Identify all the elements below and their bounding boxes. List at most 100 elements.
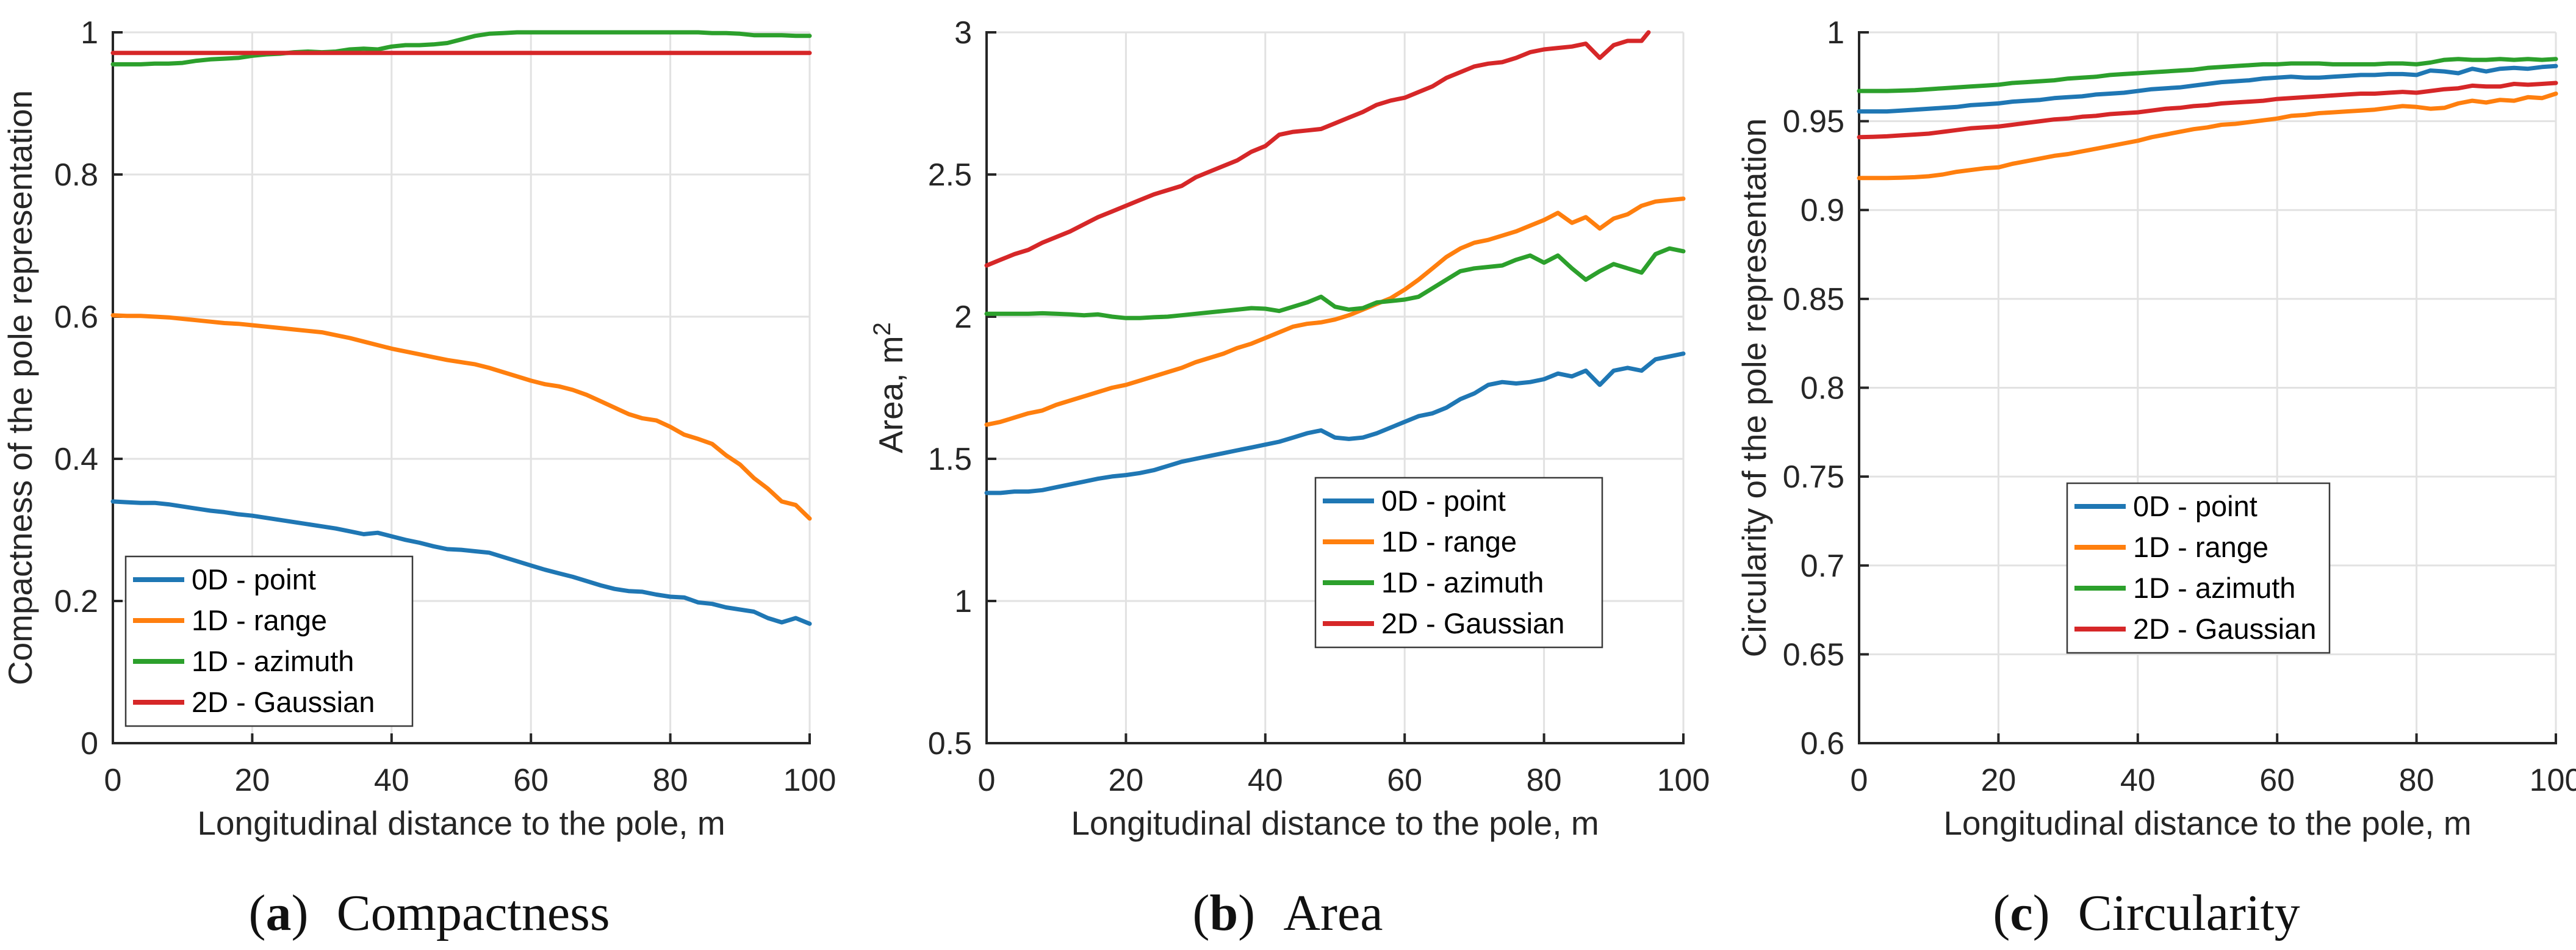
y-tick-label: 0.85 <box>1783 282 1844 317</box>
legend-label: 1D - range <box>192 604 327 636</box>
y-tick-label: 2 <box>954 300 972 335</box>
x-tick-label: 0 <box>1851 763 1868 798</box>
legend-label: 0D - point <box>192 563 316 596</box>
legend-label: 2D - Gaussian <box>192 686 375 718</box>
axes <box>112 31 811 744</box>
series-line-1d-range <box>110 313 812 521</box>
caption-letter: a <box>265 885 292 941</box>
x-axis-label: Longitudinal distance to the pole, m <box>1943 804 2471 842</box>
legend-item-1d-range: 1D - range <box>1323 525 1517 558</box>
y-axis-label: Area, m2 <box>869 322 910 453</box>
series-line-0d-point <box>110 499 812 626</box>
x-tick-label: 60 <box>2259 763 2295 798</box>
legend-label: 1D - azimuth <box>2133 572 2295 604</box>
y-tick-label: 0.6 <box>1801 726 1844 761</box>
series-lines <box>1857 57 2558 181</box>
chart-c-caption: (c) Circularity <box>1717 883 2576 943</box>
legend-label: 0D - point <box>2133 490 2258 522</box>
series-line-0d-point <box>984 351 1686 495</box>
y-tick-label: 0.8 <box>1801 371 1844 406</box>
y-tick-label: 0.65 <box>1783 637 1844 672</box>
x-tick-label: 0 <box>978 763 996 798</box>
legend-item-2d-gaussian: 2D - Gaussian <box>1323 607 1564 639</box>
series-line-2d-gaussian <box>1857 81 2558 140</box>
series-lines <box>984 30 1686 495</box>
legend: 0D - point 1D - range 1D - azimuth 2D - Gau… <box>1314 477 1603 649</box>
y-tick-label: 0.9 <box>1801 193 1844 228</box>
legend-label: 2D - Gaussian <box>1381 607 1564 639</box>
chart-b-plot: 0 20 40 60 80 100 0.5 1 1.5 2 2.5 3 Longitudinal dis… <box>869 15 1710 842</box>
x-axis-label: Longitudinal distance to the pole, m <box>1071 804 1599 842</box>
caption-paren: ( <box>1993 885 2010 941</box>
legend-box <box>124 555 414 727</box>
caption-label: Area <box>1283 885 1383 941</box>
caption-paren: ) <box>2032 885 2050 941</box>
y-tick-label: 0 <box>81 726 98 761</box>
legend-label: 0D - point <box>1381 484 1506 517</box>
y-tick-label: 0.7 <box>1801 549 1844 584</box>
x-tick-label: 100 <box>1657 763 1710 798</box>
chart-c-plot: 0 20 40 60 80 100 0.6 0.65 0.7 0.75 0.8 0.85 0.9 0.95… <box>1735 15 2576 842</box>
series-line-0d-point <box>1857 63 2558 114</box>
caption-paren: ( <box>1192 885 1210 941</box>
legend-label: 1D - azimuth <box>192 645 354 677</box>
x-tick-label: 20 <box>1981 763 2016 798</box>
y-tick-label: 2.5 <box>928 157 972 193</box>
x-tick-label: 100 <box>783 763 836 798</box>
series-line-1d-azimuth <box>984 246 1686 320</box>
y-axis-label: Compactness of the pole representation <box>1 90 39 685</box>
legend-label: 1D - azimuth <box>1381 566 1544 599</box>
y-tick-label: 0.5 <box>928 726 972 761</box>
chart-b-caption: (b) Area <box>858 883 1717 943</box>
y-tick-label: 1 <box>954 584 972 619</box>
x-tick-label: 20 <box>234 763 270 798</box>
legend-item-1d-range: 1D - range <box>133 604 327 636</box>
legend-item-0d-point: 0D - point <box>133 563 316 596</box>
series-line-1d-range <box>984 196 1686 427</box>
caption-paren: ( <box>248 885 266 941</box>
tick-labels: 0 20 40 60 80 100 0 0.2 0.4 0.6 0.8 1 <box>54 15 836 798</box>
series-line-2d-gaussian <box>984 30 1651 268</box>
y-tick-label: 0.2 <box>54 584 98 619</box>
chart-area: 0 20 40 60 80 100 0.5 1 1.5 2 2.5 3 Longitudinal dis… <box>858 0 1717 950</box>
series-lines <box>110 30 812 626</box>
x-axis-label: Longitudinal distance to the pole, m <box>197 804 725 842</box>
x-tick-label: 40 <box>374 763 409 798</box>
x-tick-label: 40 <box>1248 763 1283 798</box>
axes <box>1858 31 2557 744</box>
y-tick-label: 0.6 <box>54 300 98 335</box>
legend-label: 1D - range <box>2133 531 2268 563</box>
y-tick-label: 1.5 <box>928 442 972 477</box>
legend-label: 2D - Gaussian <box>2133 613 2316 645</box>
legend: 0D - point 1D - range 1D - azimuth 2D - Gau… <box>124 555 414 727</box>
legend-item-1d-azimuth: 1D - azimuth <box>2074 572 2295 604</box>
caption-letter: c <box>2010 885 2033 941</box>
chart-a-caption: (a) Compactness <box>0 883 858 943</box>
y-tick-label: 3 <box>954 15 972 51</box>
legend-item-1d-range: 1D - range <box>2074 531 2268 563</box>
caption-label: Compactness <box>336 885 610 941</box>
y-tick-label: 1 <box>81 15 98 51</box>
x-tick-label: 60 <box>513 763 549 798</box>
legend-box <box>1314 477 1603 649</box>
gridlines <box>112 31 811 744</box>
legend-label: 1D - range <box>1381 525 1517 558</box>
y-tick-label: 1 <box>1827 15 1844 51</box>
legend-item-2d-gaussian: 2D - Gaussian <box>133 686 375 718</box>
chart-a-plot: 0 20 40 60 80 100 0 0.2 0.4 0.6 0.8 1 Longitudinal d… <box>1 15 836 842</box>
y-tick-label: 0.75 <box>1783 459 1844 495</box>
x-tick-label: 20 <box>1108 763 1143 798</box>
y-axis-label: Circularity of the pole representation <box>1735 118 1773 658</box>
tick-labels: 0 20 40 60 80 100 0.5 1 1.5 2 2.5 3 <box>928 15 1710 798</box>
tick-labels: 0 20 40 60 80 100 0.6 0.65 0.7 0.75 0.8 0.85 0.9 0.95… <box>1783 15 2576 798</box>
x-tick-label: 80 <box>1527 763 1562 798</box>
y-tick-label: 0.8 <box>54 157 98 193</box>
series-line-1d-azimuth <box>110 30 812 67</box>
x-tick-label: 80 <box>2399 763 2434 798</box>
legend-item-2d-gaussian: 2D - Gaussian <box>2074 613 2316 645</box>
x-tick-label: 80 <box>653 763 688 798</box>
caption-paren: ) <box>1238 885 1256 941</box>
legend-item-1d-azimuth: 1D - azimuth <box>1323 566 1544 599</box>
caption-letter: b <box>1209 885 1239 941</box>
